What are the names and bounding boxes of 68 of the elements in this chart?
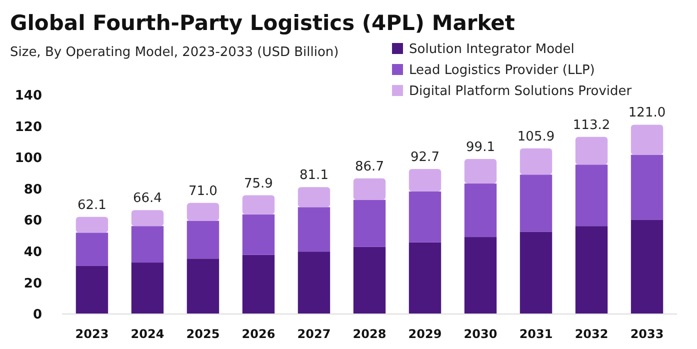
bar xyxy=(186,258,220,314)
total-label: 81.1 xyxy=(300,168,328,184)
x-tick-label: 2031 xyxy=(519,327,553,341)
x-tick-label: 2026 xyxy=(242,327,276,341)
x-tick-label: 2032 xyxy=(574,327,608,341)
total-label: 92.7 xyxy=(410,150,440,165)
bar xyxy=(186,220,220,259)
bar xyxy=(298,252,330,314)
y-tick-label: 20 xyxy=(24,276,42,292)
bar xyxy=(242,254,275,314)
bar xyxy=(408,242,442,314)
bar xyxy=(630,124,664,155)
bar xyxy=(520,174,552,232)
bar xyxy=(353,178,386,200)
bar xyxy=(464,158,497,184)
legend-label: Lead Logistics Provider (LLP) xyxy=(409,63,595,78)
total-label: 99.1 xyxy=(466,140,495,155)
total-label: 71.0 xyxy=(188,184,218,199)
legend-label: Digital Platform Solutions Provider xyxy=(409,84,632,99)
bar xyxy=(464,184,497,238)
bar xyxy=(242,195,275,214)
total-label: 62.1 xyxy=(77,198,106,213)
legend-label: Solution Integrator Model xyxy=(409,42,574,57)
bar xyxy=(630,154,664,220)
x-tick-label: 2023 xyxy=(75,327,109,341)
y-tick-label: 120 xyxy=(14,120,42,135)
x-tick-label: 2033 xyxy=(630,327,664,341)
x-tick-label: 2028 xyxy=(352,327,386,341)
bar xyxy=(575,136,608,165)
bar xyxy=(131,262,164,314)
y-tick-label: 140 xyxy=(14,88,42,104)
y-tick-label: 100 xyxy=(14,151,42,166)
bar xyxy=(298,207,330,252)
total-label: 121.0 xyxy=(628,106,666,121)
y-tick-label: 80 xyxy=(24,182,42,198)
bar xyxy=(575,164,608,226)
total-label: 75.9 xyxy=(244,176,273,192)
y-tick-label: 40 xyxy=(24,244,42,260)
bar xyxy=(520,232,552,314)
bar xyxy=(353,246,386,314)
bar xyxy=(242,214,275,255)
bar xyxy=(408,168,442,192)
bar xyxy=(630,220,664,314)
bar xyxy=(298,187,330,208)
chart-title: Global Fourth-Party Logistics (4PL) Market xyxy=(10,11,515,35)
total-label: 66.4 xyxy=(133,191,162,206)
bar xyxy=(76,232,108,266)
bar xyxy=(76,266,108,314)
chart-subtitle: Size, By Operating Model, 2023-2033 (USD Billion) xyxy=(10,45,339,60)
x-tick-label: 2024 xyxy=(130,327,164,341)
y-tick-label: 0 xyxy=(32,308,42,323)
bar xyxy=(464,237,497,314)
bar xyxy=(186,202,220,221)
x-tick-label: 2027 xyxy=(297,327,331,341)
total-label: 105.9 xyxy=(517,129,555,144)
x-tick-label: 2025 xyxy=(186,327,220,341)
x-tick-label: 2030 xyxy=(464,327,498,341)
x-tick-label: 2029 xyxy=(408,327,442,341)
bar xyxy=(353,200,386,247)
bar xyxy=(76,216,108,233)
bar xyxy=(131,226,164,263)
total-label: 113.2 xyxy=(572,118,610,133)
bar xyxy=(408,192,442,242)
total-label: 86.7 xyxy=(355,159,384,174)
y-tick-label: 60 xyxy=(24,214,42,229)
bar xyxy=(520,148,552,175)
bar xyxy=(575,226,608,314)
bar xyxy=(131,210,164,226)
